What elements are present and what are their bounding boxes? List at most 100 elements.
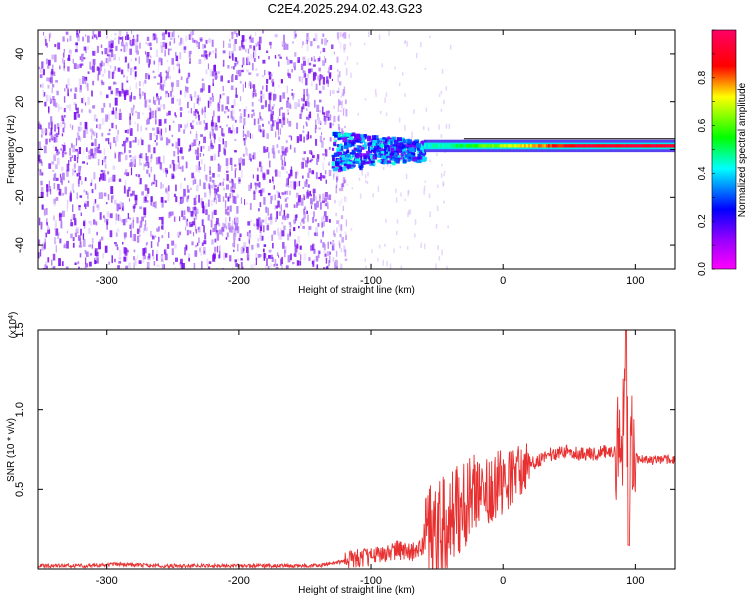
noise-cell (121, 205, 125, 212)
noise-cell (308, 62, 312, 66)
noise-cell (96, 66, 99, 71)
noise-cell (342, 89, 345, 97)
noise-cell (101, 118, 105, 125)
tone-core (587, 144, 591, 148)
noise-cell (333, 137, 336, 141)
noise-cell (356, 62, 359, 65)
noise-cell (142, 256, 145, 263)
tone-core (577, 144, 581, 148)
noise-cell (152, 35, 154, 41)
noise-cell (119, 249, 122, 257)
noise-cell (60, 220, 63, 229)
noise-cell (159, 104, 163, 108)
noise-cell (234, 150, 237, 153)
noise-cell (245, 81, 246, 88)
noise-cell (277, 200, 280, 208)
tone-core (431, 144, 435, 148)
noise-cell (207, 100, 210, 108)
tone-core (637, 144, 641, 148)
tone-core (561, 144, 565, 148)
noise-cell (308, 168, 311, 173)
onset-cell (406, 145, 409, 149)
noise-cell (294, 171, 298, 179)
noise-cell (69, 156, 72, 162)
tone-core (543, 144, 547, 148)
noise-cell (72, 242, 75, 248)
noise-cell (96, 45, 99, 53)
noise-cell (53, 154, 56, 161)
noise-cell (144, 247, 147, 254)
y-tick-label: 1.0 (14, 402, 26, 417)
noise-cell (314, 203, 317, 210)
noise-cell (340, 248, 342, 253)
noise-cell (145, 51, 147, 55)
noise-cell (219, 125, 222, 128)
noise-cell (235, 94, 238, 98)
noise-cell (164, 47, 166, 53)
noise-cell (187, 189, 190, 193)
noise-cell (48, 59, 51, 66)
noise-cell (96, 132, 98, 138)
noise-cell (305, 78, 308, 86)
tone-core (449, 144, 453, 148)
noise-cell (262, 30, 264, 34)
noise-cell (55, 245, 57, 253)
noise-cell (85, 82, 88, 88)
noise-cell (344, 125, 346, 129)
x-tick-label: -100 (360, 275, 382, 287)
noise-cell (157, 82, 160, 85)
noise-cell (199, 39, 203, 42)
noise-cell (67, 66, 70, 72)
tone-core (463, 144, 467, 148)
noise-cell (343, 43, 346, 50)
noise-cell (219, 229, 222, 235)
noise-cell (205, 122, 208, 130)
noise-cell (327, 70, 329, 73)
noise-cell (292, 94, 294, 100)
noise-cell (106, 211, 110, 218)
noise-cell (106, 58, 110, 64)
noise-cell (41, 204, 44, 210)
noise-cell (263, 146, 266, 153)
noise-cell (120, 152, 124, 155)
noise-cell (59, 106, 63, 110)
noise-cell (180, 112, 182, 118)
noise-cell (209, 190, 211, 198)
noise-cell (272, 179, 274, 184)
noise-cell (62, 36, 65, 42)
noise-cell (161, 264, 164, 269)
noise-cell (175, 184, 177, 192)
noise-cell (310, 158, 314, 161)
noise-cell (93, 153, 96, 159)
noise-cell (79, 237, 81, 245)
noise-cell (76, 64, 80, 69)
noise-cell (342, 180, 346, 188)
noise-cell (311, 205, 313, 209)
noise-cell (275, 263, 278, 267)
noise-cell (155, 134, 158, 141)
noise-cell (124, 146, 126, 153)
noise-cell (332, 240, 335, 243)
noise-cell (198, 42, 200, 49)
tone-core (605, 144, 609, 148)
tone-core (565, 144, 569, 148)
noise-cell (134, 74, 136, 80)
noise-cell (132, 38, 135, 46)
noise-cell (333, 230, 335, 235)
noise-cell (324, 38, 327, 46)
noise-cell (86, 156, 88, 160)
tone-core (429, 144, 433, 148)
noise-cell (258, 36, 262, 44)
noise-cell (294, 252, 297, 257)
noise-cell (406, 41, 408, 47)
noise-cell (81, 53, 84, 62)
noise-cell (85, 81, 87, 89)
noise-cell (262, 129, 265, 138)
noise-cell (154, 201, 157, 209)
onset-cell (368, 142, 372, 145)
noise-cell (358, 177, 361, 181)
noise-cell (211, 71, 215, 77)
noise-cell (209, 132, 211, 139)
noise-cell (267, 223, 269, 226)
onset-cell (354, 136, 359, 140)
